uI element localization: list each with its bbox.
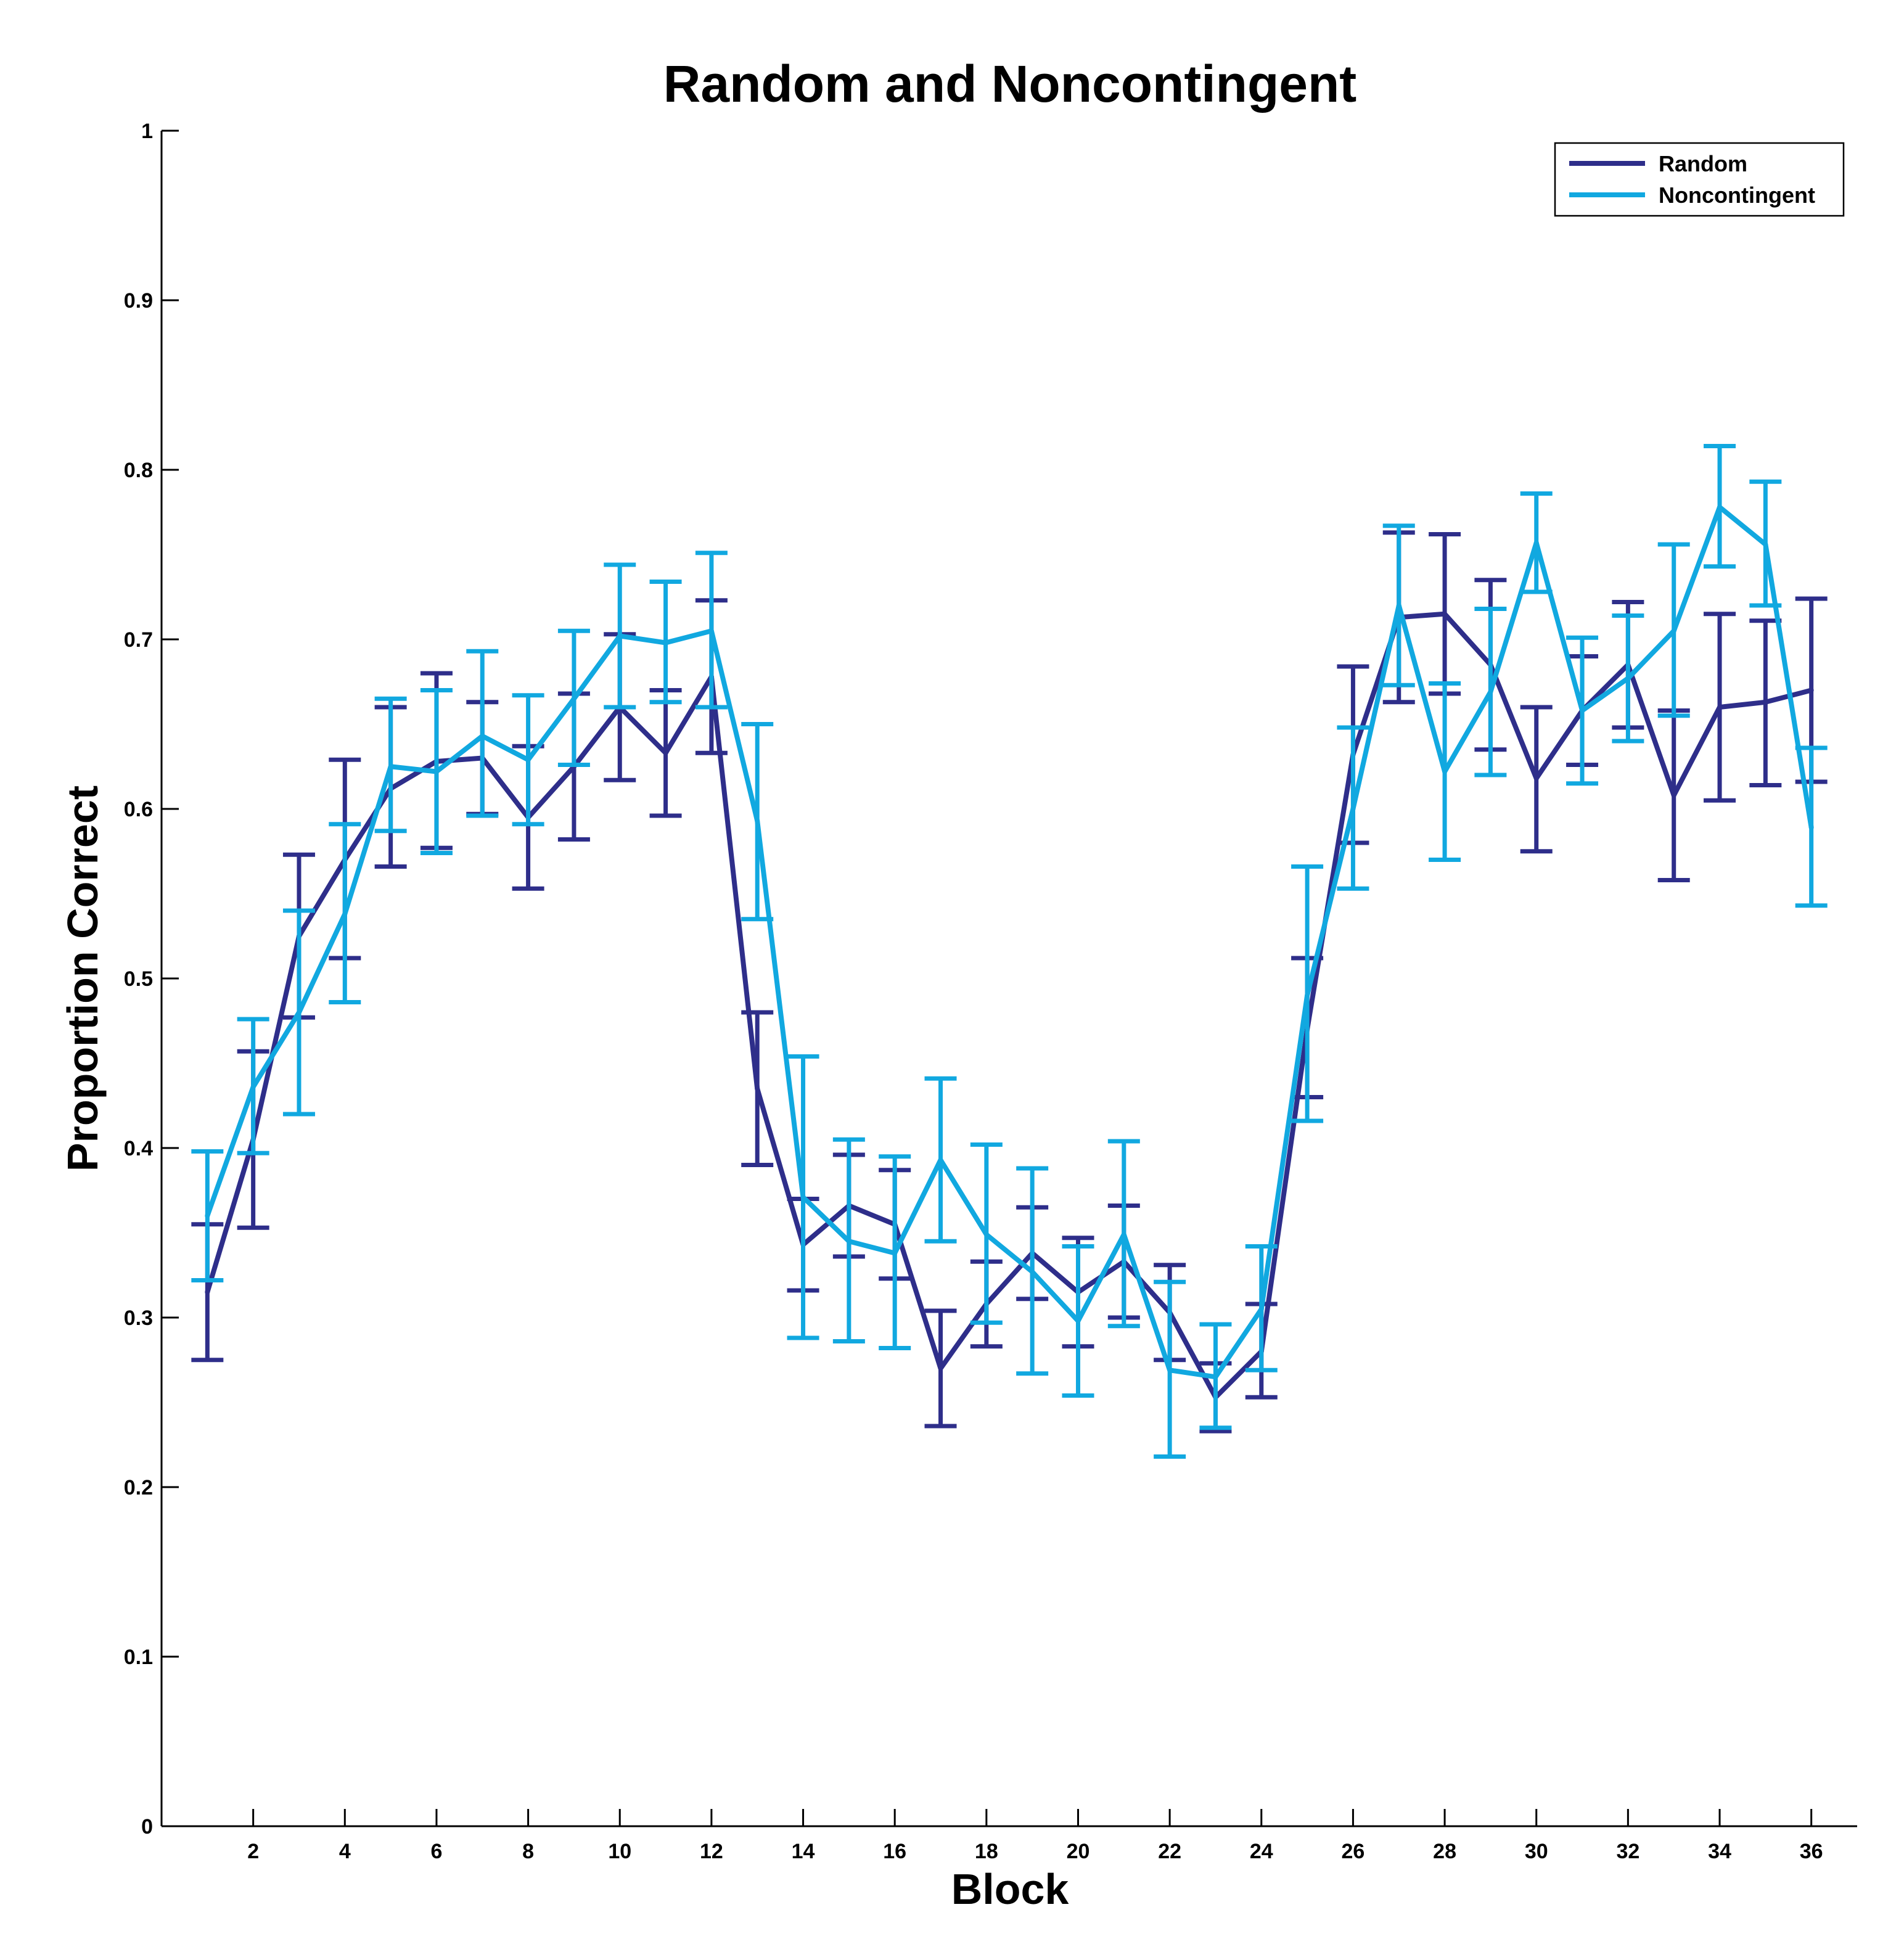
data-point-noncontingent bbox=[1121, 1232, 1126, 1237]
chart-title: Random and Noncontingent bbox=[663, 55, 1357, 113]
y-ticks: 0 0.1 0.2 0.3 0.4 0.5 0.6 0.7 0.8 0.9 1 bbox=[124, 120, 179, 1839]
data-point-random bbox=[663, 750, 668, 756]
data-point-noncontingent bbox=[755, 818, 760, 824]
y-tick-label: 0.7 bbox=[124, 628, 153, 652]
x-tick-label: 18 bbox=[975, 1840, 998, 1863]
data-point-noncontingent bbox=[480, 733, 485, 739]
y-tick-label: 0.4 bbox=[124, 1137, 153, 1160]
data-point-noncontingent bbox=[388, 764, 393, 769]
data-point-noncontingent bbox=[1763, 542, 1768, 547]
x-tick-label: 2 bbox=[247, 1840, 259, 1863]
x-tick-label: 24 bbox=[1250, 1840, 1273, 1863]
data-point-random bbox=[1717, 705, 1723, 710]
y-tick-label: 0.3 bbox=[124, 1306, 153, 1330]
data-point-noncontingent bbox=[1488, 689, 1493, 695]
y-tick-label: 0.6 bbox=[124, 798, 153, 821]
x-tick-label: 22 bbox=[1158, 1840, 1181, 1863]
data-point-noncontingent bbox=[1442, 769, 1448, 774]
x-tick-label: 20 bbox=[1067, 1840, 1090, 1863]
data-point-noncontingent bbox=[1167, 1367, 1173, 1373]
x-ticks: 2 4 6 8 10 12 14 16 18 20 22 24 26 28 30 32 34 36 bbox=[247, 1809, 1823, 1863]
x-tick-label: 16 bbox=[883, 1840, 906, 1863]
legend-label-noncontingent: Noncontingent bbox=[1659, 182, 1815, 208]
data-point-noncontingent bbox=[800, 1194, 806, 1200]
data-point-noncontingent bbox=[1580, 708, 1585, 713]
data-point-noncontingent bbox=[892, 1250, 898, 1256]
y-tick-label: 0 bbox=[141, 1815, 153, 1839]
error-bar-noncontingent bbox=[466, 649, 499, 818]
x-tick-label: 28 bbox=[1433, 1840, 1456, 1863]
data-point-noncontingent bbox=[1396, 603, 1401, 608]
data-point-noncontingent bbox=[1305, 993, 1310, 998]
x-tick-label: 30 bbox=[1525, 1840, 1548, 1863]
data-point-noncontingent bbox=[571, 696, 577, 702]
data-point-noncontingent bbox=[1717, 504, 1723, 510]
data-point-noncontingent bbox=[1808, 825, 1814, 830]
data-point-noncontingent bbox=[1030, 1269, 1035, 1274]
data-point-noncontingent bbox=[525, 757, 531, 763]
x-tick-label: 12 bbox=[700, 1840, 723, 1863]
y-tick-label: 0.2 bbox=[124, 1476, 153, 1499]
data-point-random bbox=[755, 1086, 760, 1091]
x-axis-label: Block bbox=[951, 1865, 1069, 1913]
x-tick-label: 14 bbox=[792, 1840, 815, 1863]
x-tick-label: 8 bbox=[522, 1840, 534, 1863]
data-point-noncontingent bbox=[1213, 1374, 1218, 1380]
data-point-noncontingent bbox=[250, 1085, 256, 1089]
x-tick-label: 34 bbox=[1708, 1840, 1731, 1863]
y-tick-label: 0.8 bbox=[124, 459, 153, 482]
y-tick-label: 1 bbox=[141, 120, 153, 143]
y-tick-label: 0.1 bbox=[124, 1646, 153, 1669]
data-point-random bbox=[205, 1289, 210, 1295]
y-tick-label: 0.9 bbox=[124, 289, 153, 313]
data-point-noncontingent bbox=[1671, 628, 1676, 634]
x-tick-label: 32 bbox=[1616, 1840, 1639, 1863]
y-tick-label: 0.5 bbox=[124, 967, 153, 991]
data-point-noncontingent bbox=[205, 1213, 210, 1218]
data-point-noncontingent bbox=[617, 633, 623, 639]
data-point-random bbox=[1763, 699, 1768, 705]
data-point-noncontingent bbox=[1533, 540, 1539, 546]
series-line-random bbox=[205, 611, 1812, 1400]
x-tick-label: 10 bbox=[608, 1840, 631, 1863]
data-point-noncontingent bbox=[296, 1010, 302, 1015]
data-point-noncontingent bbox=[1350, 806, 1356, 811]
y-axis-label: Proportion Correct bbox=[59, 785, 107, 1171]
data-point-noncontingent bbox=[342, 911, 348, 917]
data-point-noncontingent bbox=[983, 1232, 989, 1237]
series-line-noncontingent bbox=[205, 504, 1814, 1380]
x-tick-label: 6 bbox=[430, 1840, 442, 1863]
data-point-noncontingent bbox=[1258, 1306, 1264, 1312]
x-tick-label: 36 bbox=[1800, 1840, 1823, 1863]
data-point-noncontingent bbox=[663, 640, 668, 646]
data-point-random bbox=[938, 1366, 943, 1371]
series-noncontingent bbox=[191, 444, 1828, 1459]
data-point-random bbox=[1442, 611, 1448, 617]
data-point-noncontingent bbox=[433, 769, 439, 774]
data-point-random bbox=[1808, 687, 1814, 693]
data-point-noncontingent bbox=[1625, 676, 1631, 681]
axes bbox=[160, 131, 1857, 1827]
legend: Random Noncontingent bbox=[1554, 142, 1845, 217]
series-layer bbox=[191, 444, 1828, 1459]
data-point-random bbox=[1671, 793, 1676, 798]
legend-label-random: Random bbox=[1659, 151, 1747, 176]
data-point-noncontingent bbox=[846, 1239, 851, 1244]
x-tick-label: 26 bbox=[1342, 1840, 1365, 1863]
data-point-noncontingent bbox=[938, 1157, 943, 1163]
legend-box bbox=[1554, 142, 1845, 217]
x-tick-label: 4 bbox=[339, 1840, 351, 1863]
data-point-random bbox=[1533, 776, 1539, 781]
data-point-noncontingent bbox=[1075, 1318, 1081, 1324]
data-point-noncontingent bbox=[708, 628, 714, 634]
